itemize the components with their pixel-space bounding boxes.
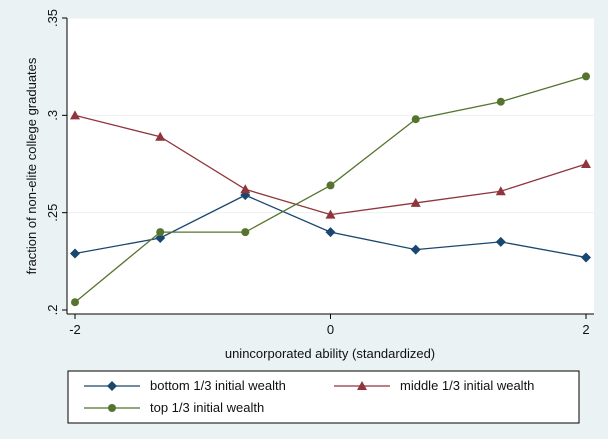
data-point [581, 252, 591, 263]
data-point [70, 248, 80, 259]
data-point [155, 232, 166, 243]
data-point [325, 209, 336, 219]
legend-item: top 1/3 initial wealth [84, 400, 264, 415]
x-axis-ticks: -2 0 2 [69, 314, 590, 337]
data-point [582, 72, 590, 81]
data-point [155, 131, 166, 141]
data-point [70, 110, 80, 120]
data-point [325, 227, 336, 238]
data-point [241, 228, 250, 237]
data-point [581, 159, 591, 168]
x-tick-label: 0 [327, 322, 334, 337]
data-point [410, 197, 421, 207]
plot-background [67, 18, 594, 314]
data-point [156, 228, 165, 237]
legend-item: bottom 1/3 initial wealth [84, 378, 286, 393]
y-tick-label: .25 [45, 204, 60, 222]
data-point [240, 184, 251, 194]
legend-marker [108, 404, 116, 412]
series-layer [70, 72, 591, 307]
legend: bottom 1/3 initial wealth middle 1/3 init… [84, 378, 534, 415]
data-point [71, 298, 79, 307]
data-point [410, 244, 421, 255]
data-point [326, 181, 335, 190]
data-point [496, 97, 505, 106]
y-axis-title: fraction of non-elite college graduates [24, 57, 39, 274]
legend-label: bottom 1/3 initial wealth [150, 378, 286, 393]
legend-marker [107, 381, 117, 391]
data-point [411, 115, 420, 124]
series [71, 72, 590, 307]
x-axis-title: unincorporated ability (standardized) [225, 346, 435, 361]
legend-label: top 1/3 initial wealth [150, 400, 264, 415]
x-tick-label: 2 [582, 322, 589, 337]
y-tick-label: .35 [45, 9, 60, 27]
data-point [495, 186, 506, 196]
x-tick-label: -2 [69, 322, 81, 337]
legend-box [67, 370, 580, 424]
legend-label: middle 1/3 initial wealth [400, 378, 534, 393]
y-tick-label: .2 [45, 305, 60, 316]
legend-marker [357, 381, 367, 390]
legend-item: middle 1/3 initial wealth [334, 378, 534, 393]
y-axis-ticks: .2 .25 .3 .35 [45, 9, 67, 315]
series [70, 110, 591, 219]
y-tick-label: .3 [45, 110, 60, 121]
series [70, 190, 591, 263]
data-point [495, 236, 506, 247]
